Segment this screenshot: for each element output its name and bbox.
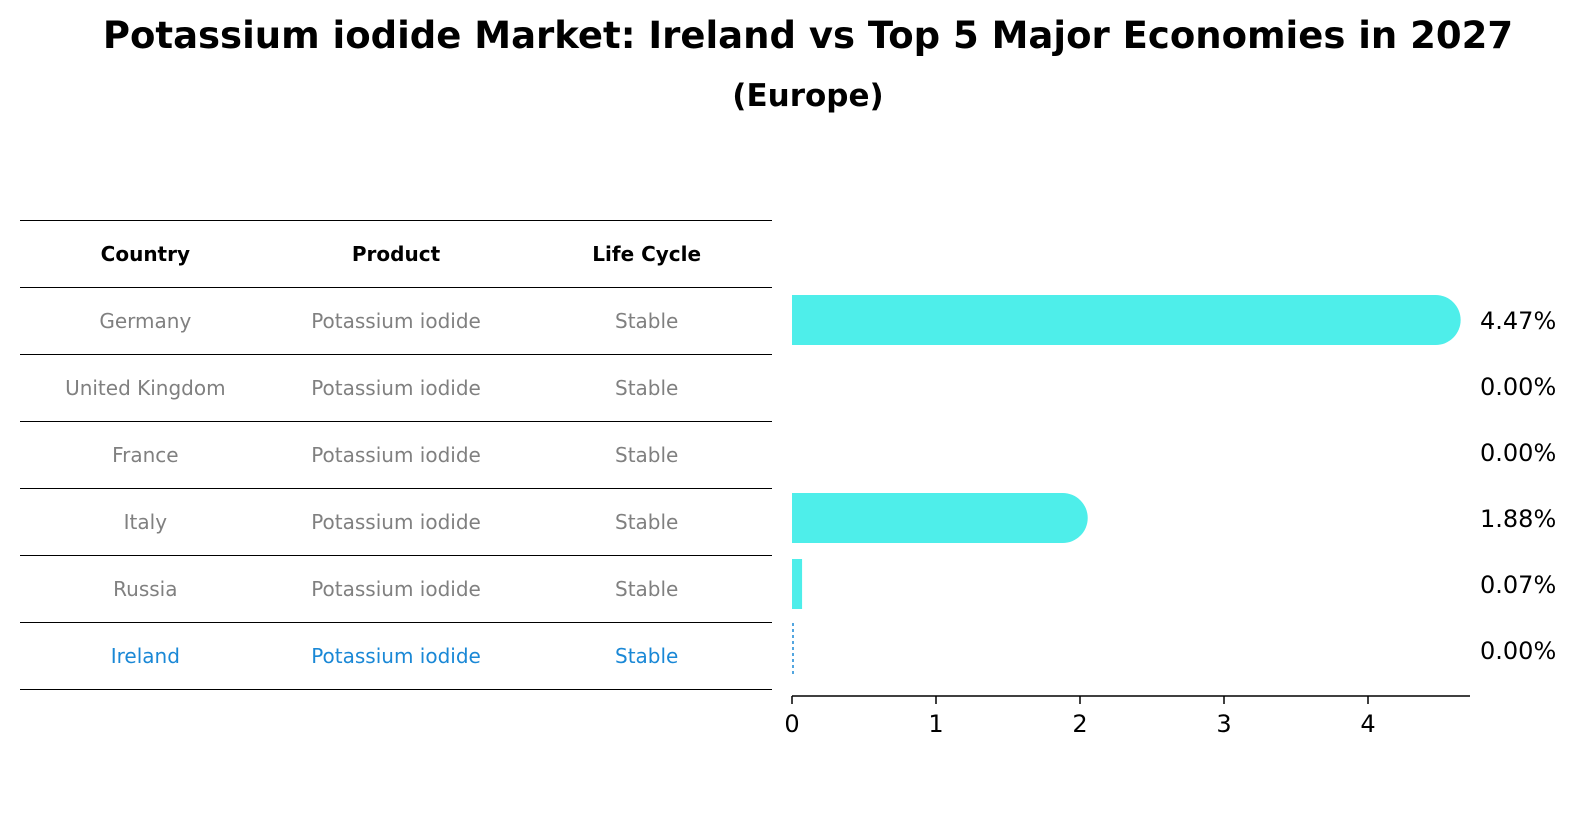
header-life-cycle: Life Cycle [592,242,702,266]
country-cell: Germany [99,309,192,333]
life-cycle-cell: Stable [615,510,679,534]
value-label: 0.00% [1480,439,1556,467]
x-tick-label: 0 [784,710,799,738]
country-cell: France [112,443,179,467]
country-cell: Italy [123,510,168,534]
life-cycle-cell: Stable [615,644,679,668]
bar-russia [792,559,803,609]
data-table: Country Product Life Cycle Germany Potas… [20,220,772,690]
x-tick-label: 4 [1360,710,1375,738]
table-row: Italy Potassium iodide Stable [20,488,772,555]
chart-title: Potassium iodide Market: Ireland vs Top … [102,14,1514,57]
product-cell: Potassium iodide [311,443,481,467]
product-cell: Potassium iodide [311,577,481,601]
country-cell: Russia [113,577,178,601]
table-row: United Kingdom Potassium iodide Stable [20,354,772,421]
value-label: 1.88% [1480,505,1556,533]
chart-subtitle: (Europe) [732,78,884,114]
x-tick-label: 1 [928,710,943,738]
product-cell: Potassium iodide [311,510,481,534]
x-tick-label: 3 [1216,710,1231,738]
life-cycle-cell: Stable [615,376,679,400]
value-label: 0.00% [1480,373,1556,401]
product-cell: Potassium iodide [311,376,481,400]
life-cycle-cell: Stable [615,443,679,467]
table-row-highlight: Ireland Potassium iodide Stable [20,622,772,690]
country-cell: Ireland [110,644,180,668]
product-cell: Potassium iodide [311,309,481,333]
header-country: Country [100,242,191,266]
table-row: Russia Potassium iodide Stable [20,555,772,622]
product-cell: Potassium iodide [311,644,481,668]
life-cycle-cell: Stable [615,577,679,601]
x-tick-label: 2 [1072,710,1087,738]
value-label: 0.07% [1480,571,1556,599]
header-product: Product [351,242,441,266]
bar-germany [792,295,1461,345]
country-cell: United Kingdom [65,376,226,400]
value-label: 4.47% [1480,307,1556,335]
bar-italy [792,493,1088,543]
table-row: France Potassium iodide Stable [20,421,772,488]
table-row: Germany Potassium iodide Stable [20,287,772,354]
table-header-row: Country Product Life Cycle [20,220,772,287]
life-cycle-cell: Stable [615,309,679,333]
value-label: 0.00% [1480,637,1556,665]
